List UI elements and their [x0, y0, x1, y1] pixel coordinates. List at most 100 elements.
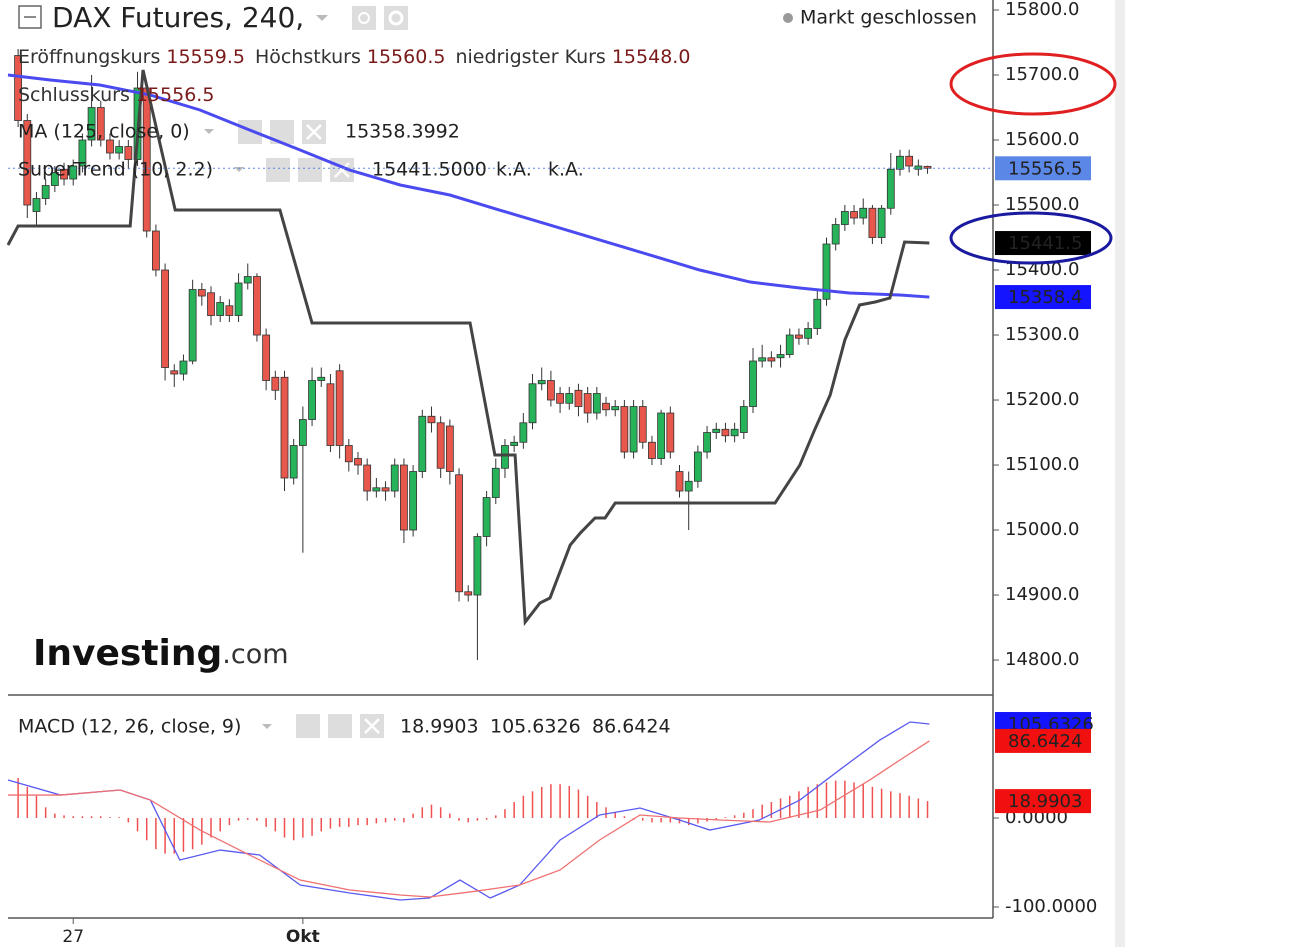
candle-body	[188, 289, 197, 362]
candle-body	[124, 146, 133, 160]
candle-body	[317, 376, 326, 381]
candle-body	[197, 289, 206, 297]
candle-body	[905, 155, 914, 167]
close-badge	[995, 156, 1091, 181]
candle-body	[445, 425, 454, 472]
macd-legend-histogram: 18.9903	[400, 716, 479, 738]
candle-body	[482, 497, 491, 537]
candle-body	[335, 370, 344, 446]
ma-legend-value: 15358.3992	[345, 121, 460, 143]
logo-main: Investing	[33, 633, 222, 674]
logo: Investing.com	[33, 633, 289, 674]
candle-body	[537, 380, 546, 385]
indicator-line	[6, 69, 930, 627]
candle-body	[822, 243, 831, 300]
candle-body	[583, 393, 592, 414]
gear-icon[interactable]	[384, 6, 408, 30]
candle-body	[170, 370, 179, 375]
candle-body	[354, 458, 362, 466]
candle-body	[225, 305, 234, 316]
candle-body	[243, 276, 252, 284]
candle-body	[684, 480, 693, 492]
candle-body	[565, 393, 574, 404]
candle-body	[390, 464, 399, 492]
indicator-badge	[995, 231, 1091, 256]
gear-icon[interactable]	[298, 158, 322, 182]
eye-icon[interactable]	[352, 6, 376, 30]
candle-body	[41, 185, 50, 199]
candle-body	[400, 464, 408, 531]
candle-body	[216, 302, 225, 316]
dropdown-icon[interactable]	[316, 15, 328, 21]
candle-body	[776, 354, 785, 359]
candle-body	[850, 211, 858, 219]
candle-body	[151, 230, 160, 271]
candle-body	[785, 334, 794, 355]
candle-body	[436, 422, 445, 469]
y-tick-label: 15100.0	[1005, 454, 1079, 475]
macd-legend-name: MACD (12, 26, close, 9)	[18, 716, 241, 738]
histogram-badge-label: 18.9903	[1008, 791, 1082, 812]
signal-badge-label: 86.6424	[1008, 731, 1082, 752]
candle-body	[629, 406, 638, 453]
candle-body	[638, 406, 647, 443]
indicator-line	[7, 721, 930, 901]
highlight-ellipse	[949, 52, 1117, 116]
candle-body	[289, 445, 298, 479]
candle-body	[840, 211, 849, 225]
dropdown-icon[interactable]	[262, 724, 272, 729]
gear-icon[interactable]	[328, 714, 352, 738]
candle-body	[896, 155, 904, 170]
macd-legend-macd: 105.6326	[490, 716, 581, 738]
eye-icon[interactable]	[296, 714, 320, 738]
candle-body	[23, 120, 32, 206]
collapse-icon[interactable]	[18, 5, 42, 29]
candle-body	[859, 207, 868, 219]
dropdown-icon[interactable]	[234, 167, 244, 172]
gear-glyph	[388, 10, 404, 26]
logo-suffix: .com	[222, 639, 288, 670]
candle-body	[344, 445, 353, 463]
candle-body	[914, 165, 923, 170]
candle-body	[730, 428, 739, 437]
close-glyph	[306, 124, 322, 140]
candle-body	[675, 471, 684, 492]
candle-body	[372, 487, 381, 492]
status-dot	[783, 13, 793, 23]
ma-legend-name: MA (125, close, 0)	[18, 121, 190, 143]
candle-body	[32, 198, 41, 212]
candle-body	[620, 406, 629, 453]
chart-title: DAX Futures, 240,	[52, 1, 304, 34]
candle-body	[207, 292, 215, 316]
candle-body	[60, 168, 68, 180]
candle-body	[666, 412, 675, 453]
candle-body	[179, 360, 188, 375]
eye-icon[interactable]	[266, 158, 290, 182]
indicator-badge	[995, 285, 1091, 310]
candle-body	[749, 360, 757, 407]
y-tick-label: 15200.0	[1005, 389, 1079, 410]
supertrend-legend-value: 15441.5000	[372, 159, 487, 181]
ohlc-label: Höchstkurs	[255, 46, 361, 68]
candle-body	[418, 415, 427, 472]
supertrend-legend-extra: k.A.	[548, 159, 584, 181]
candle-body	[886, 168, 895, 209]
candle-body	[280, 376, 289, 479]
candle-body	[693, 451, 702, 482]
highlight-ellipse	[949, 211, 1113, 265]
candle-body	[501, 445, 509, 469]
dropdown-icon[interactable]	[204, 129, 214, 134]
candle-body	[813, 298, 822, 329]
close-badge-label: 15556.5	[1008, 158, 1082, 179]
candle-body	[528, 383, 537, 424]
candle-body	[547, 380, 555, 401]
y-tick-label: 15800.0	[1005, 0, 1079, 20]
candle-body	[234, 282, 243, 316]
candle-body	[161, 269, 169, 368]
candle-body	[271, 376, 280, 391]
plot-layer: 14800.0 14900.0 15000.0 15100.0 15200.0 15300…	[6, 0, 1097, 947]
ohlc-label: Schlusskurs	[18, 84, 130, 106]
candle-body	[519, 422, 528, 443]
candle-body	[308, 380, 316, 420]
